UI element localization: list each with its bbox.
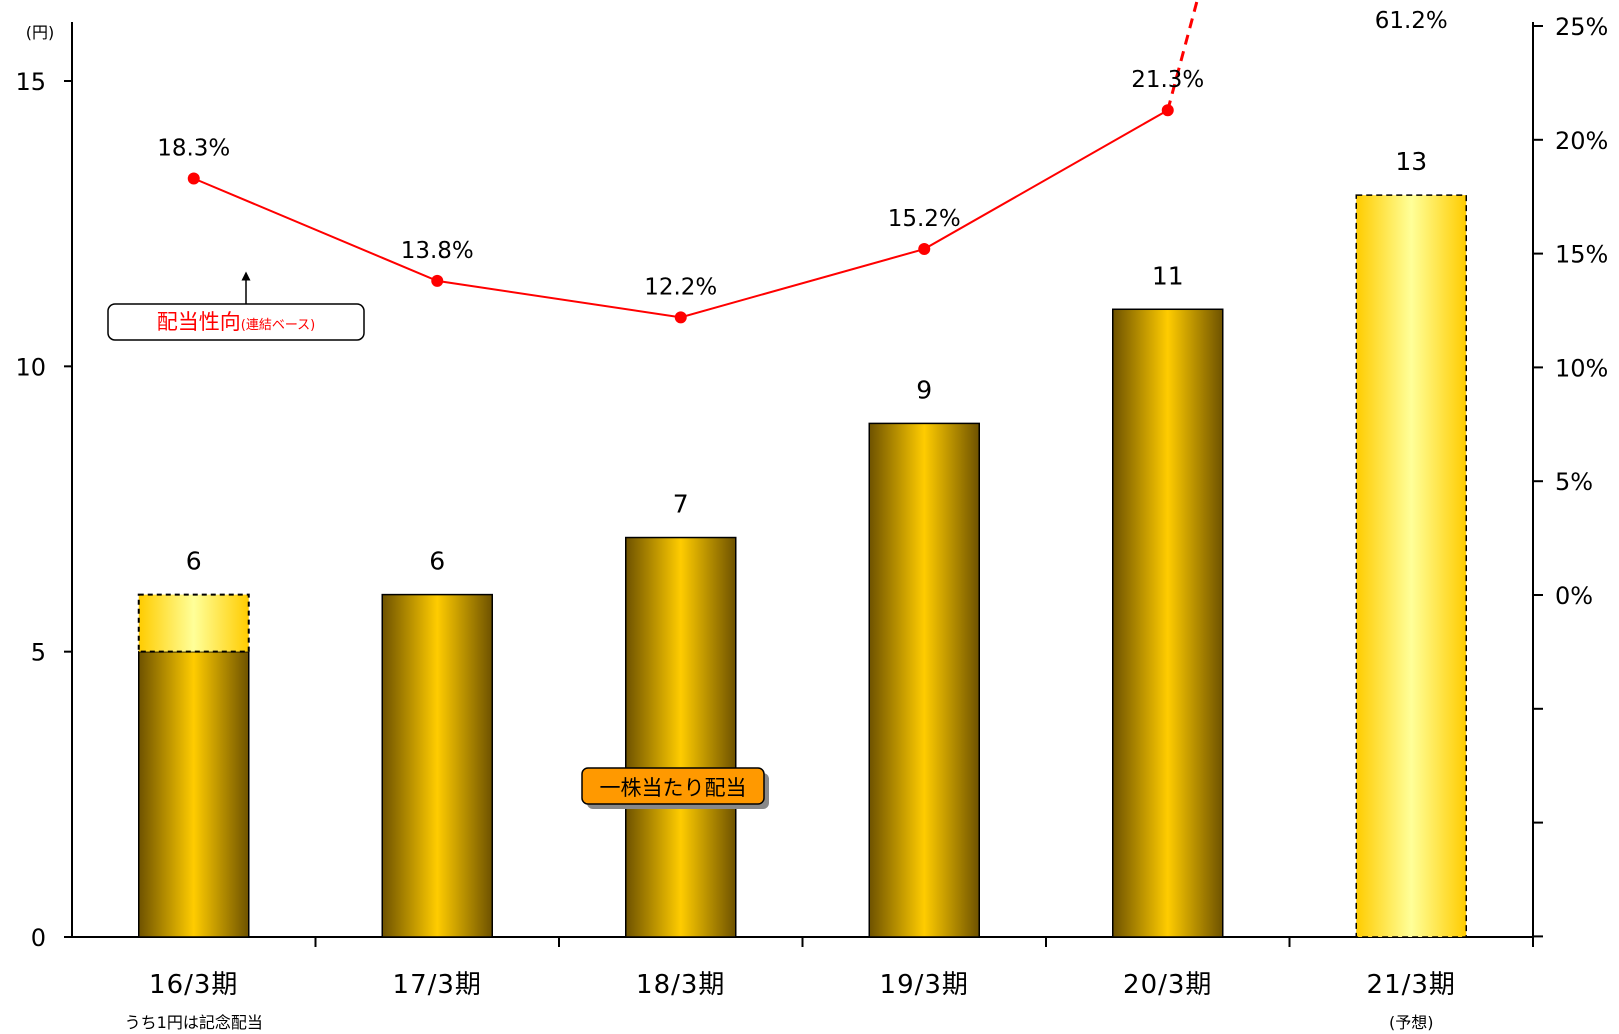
left-tick-label: 5 bbox=[31, 639, 46, 667]
left-tick-label: 10 bbox=[15, 353, 46, 381]
payout-ratio-marker bbox=[918, 243, 931, 256]
payout-ratio-marker bbox=[674, 311, 687, 324]
bar bbox=[868, 422, 980, 938]
right-tick-label: 20% bbox=[1555, 127, 1608, 155]
payout-ratio-value-label: 12.2% bbox=[644, 274, 717, 300]
bars bbox=[137, 194, 1467, 938]
category-note: (予想) bbox=[1389, 1013, 1434, 1032]
payout-ratio-value-label: 13.8% bbox=[401, 238, 474, 264]
category-note: うち1円は記念配当 bbox=[125, 1013, 263, 1032]
right-tick-label: 25% bbox=[1555, 13, 1608, 41]
bar bbox=[625, 536, 737, 938]
bar bbox=[381, 593, 493, 938]
payout-ratio-legend-note: (連結ベース) bbox=[241, 318, 316, 333]
bar-value-label: 6 bbox=[186, 547, 202, 576]
payout-ratio-marker bbox=[187, 172, 200, 185]
y-unit-label: (円) bbox=[26, 23, 55, 42]
category-label: 20/3期 bbox=[1123, 970, 1212, 1000]
payout-ratio-callout: 配当性向(連結ベース) bbox=[107, 271, 365, 341]
payout-ratio-marker bbox=[431, 274, 444, 287]
left-tick-label: 0 bbox=[31, 924, 46, 952]
payout-ratio-line bbox=[187, 0, 1199, 324]
bar-value-label: 9 bbox=[916, 375, 932, 404]
right-tick-label: 15% bbox=[1555, 241, 1608, 269]
commemorative-bar-segment bbox=[137, 593, 250, 653]
dividend-badge-label: 一株当たり配当 bbox=[600, 776, 747, 800]
payout-ratio-marker bbox=[1161, 104, 1174, 117]
payout-ratio-value-label: 61.2% bbox=[1375, 8, 1448, 34]
payout-ratio-legend-label: 配当性向 bbox=[157, 310, 241, 334]
dividend-badge: 一株当たり配当 bbox=[581, 767, 769, 809]
left-tick-label: 15 bbox=[15, 68, 46, 96]
bar bbox=[138, 650, 250, 938]
payout-ratio-value-label: 18.3% bbox=[157, 135, 230, 161]
category-label: 18/3期 bbox=[636, 970, 725, 1000]
bar-value-label: 7 bbox=[673, 490, 689, 519]
payout-ratio-value-label: 15.2% bbox=[888, 206, 961, 232]
bar bbox=[1112, 308, 1224, 938]
bar-value-label: 11 bbox=[1152, 261, 1184, 290]
value-labels: 6 6 7 9 11 13 18.3% 13.8% 12.2% 15.2% 21.3% 61.2% bbox=[157, 8, 1448, 576]
bar bbox=[1355, 194, 1467, 938]
bar-value-label: 6 bbox=[429, 547, 445, 576]
payout-ratio-forecast-line bbox=[1166, 0, 1199, 111]
svg-text:配当性向(連結ベース): 配当性向(連結ベース) bbox=[157, 310, 316, 334]
category-label: 21/3期 bbox=[1367, 970, 1456, 1000]
right-tick-label: 0% bbox=[1555, 582, 1593, 610]
category-label: 17/3期 bbox=[393, 970, 482, 1000]
category-label: 19/3期 bbox=[880, 970, 969, 1000]
right-tick-label: 5% bbox=[1555, 468, 1593, 496]
bar-value-label: 13 bbox=[1395, 147, 1427, 176]
category-label: 16/3期 bbox=[149, 970, 238, 1000]
payout-ratio-value-label: 21.3% bbox=[1131, 67, 1204, 93]
right-tick-label: 10% bbox=[1555, 354, 1608, 382]
